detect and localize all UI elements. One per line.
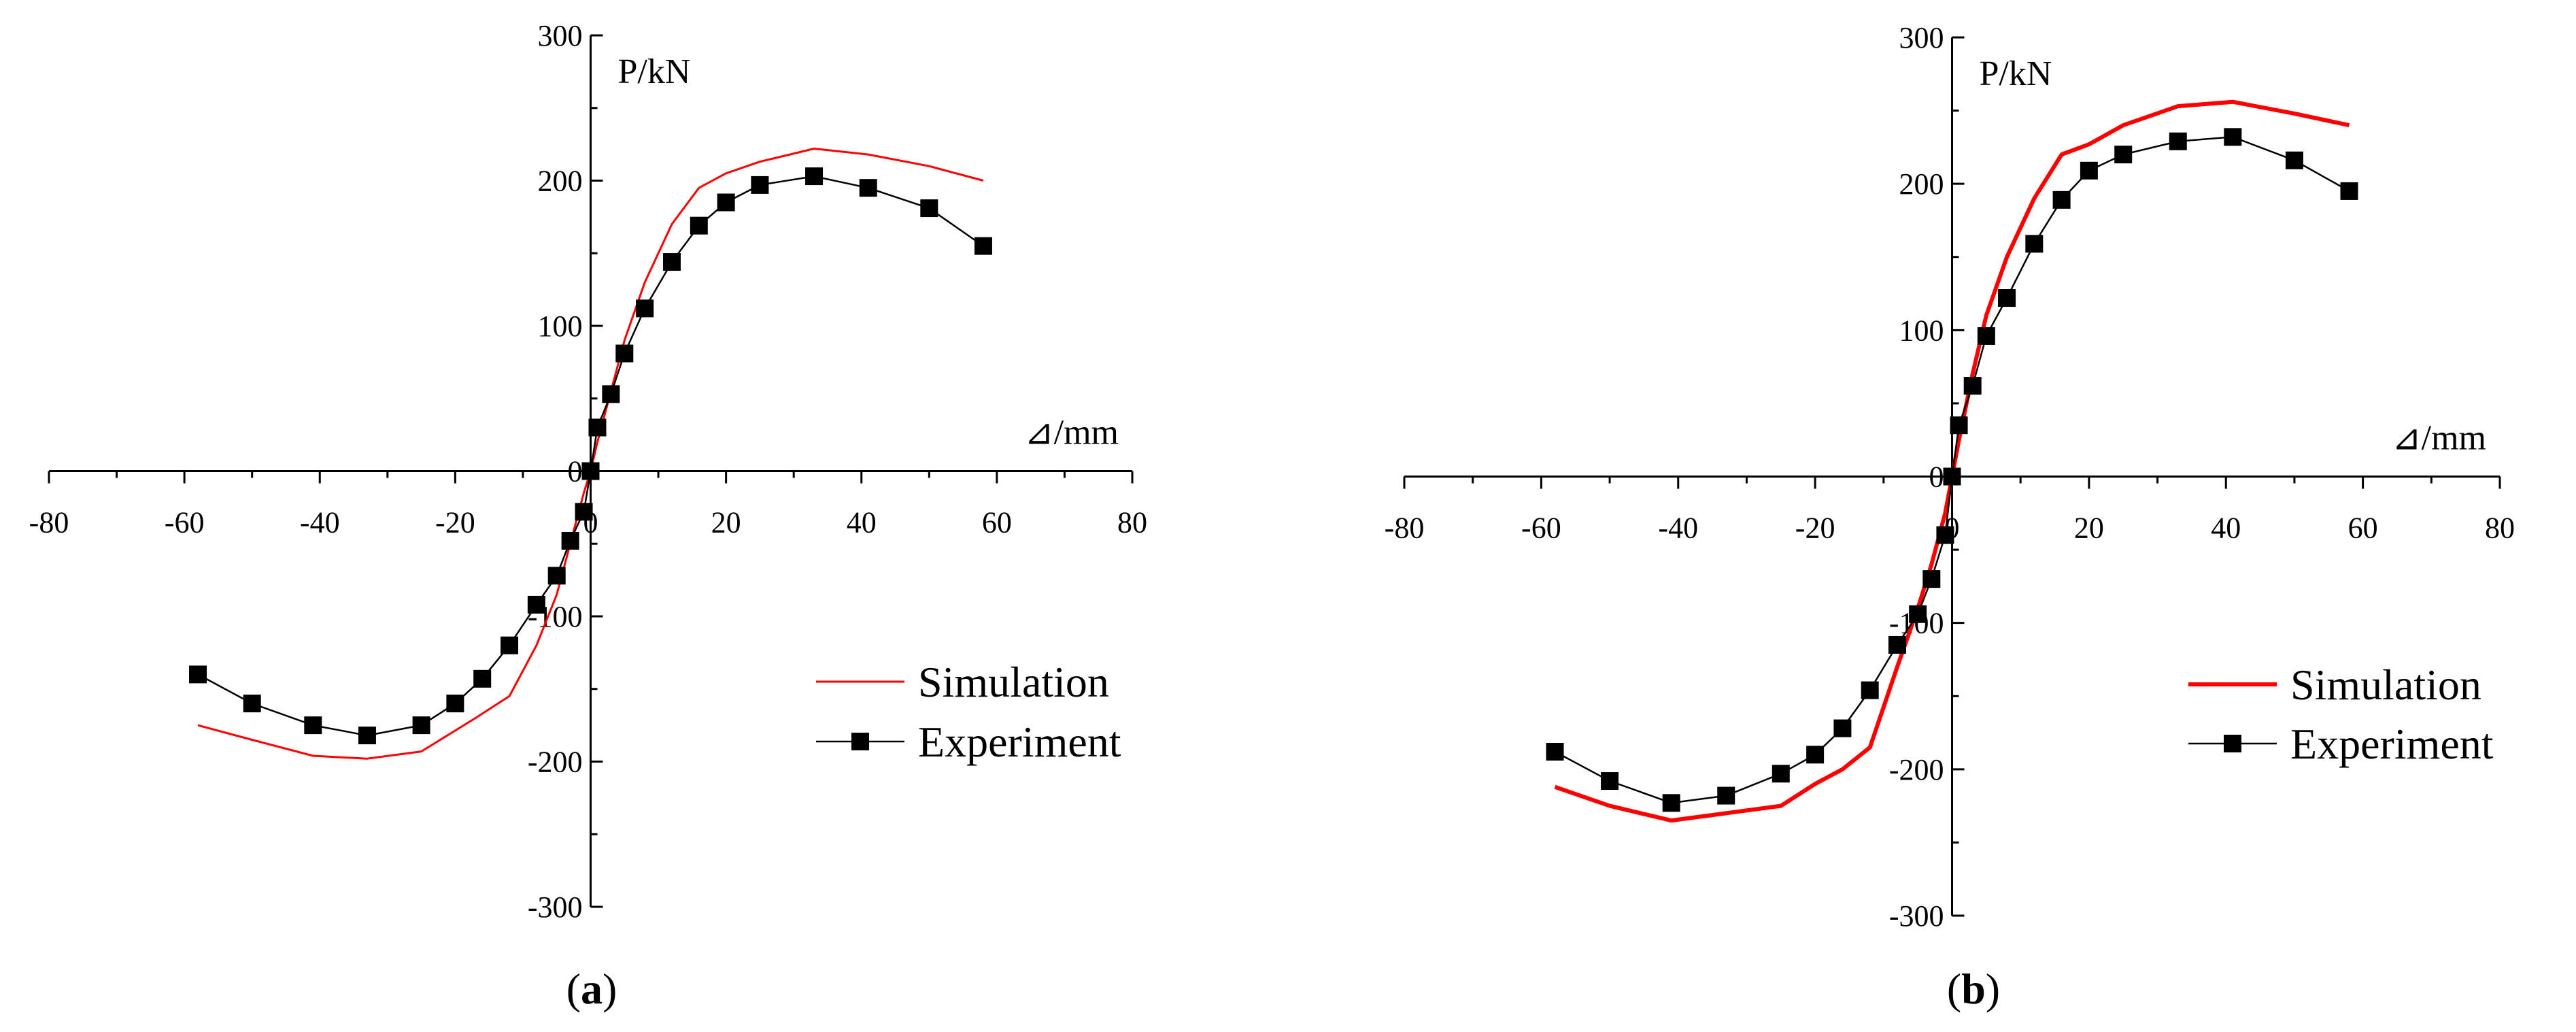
- chart-b-experiment-point: [1943, 467, 1961, 486]
- chart-a-y-tick-label: 100: [538, 310, 583, 343]
- chart-b-experiment-point: [1909, 605, 1927, 623]
- chart-b-legend-experiment-label: Experiment: [2290, 720, 2494, 768]
- chart-a-x-tick-label: 80: [1117, 506, 1147, 539]
- chart-b-y-tick-label: -300: [1889, 899, 1944, 933]
- chart-b-experiment-point: [1601, 772, 1619, 790]
- chart-b-y-tick-label: 200: [1899, 167, 1944, 201]
- chart-b-experiment-point: [1888, 635, 1906, 654]
- chart-b-y-tick-label: 100: [1899, 314, 1944, 347]
- chart-b-experiment-point: [2224, 128, 2242, 146]
- chart-a-legend-experiment-label: Experiment: [918, 718, 1121, 766]
- chart-a-experiment-point: [575, 503, 593, 521]
- chart-a-experiment-point: [859, 179, 877, 197]
- chart-a-x-tick-label: 20: [711, 506, 741, 539]
- chart-a-experiment-point: [446, 695, 464, 713]
- chart-a-x-tick-label: -80: [29, 506, 69, 539]
- chart-b-experiment-point: [1772, 765, 1790, 783]
- chart-a-experiment-point: [412, 716, 430, 735]
- chart-a-experiment-point: [751, 176, 769, 194]
- chart-b-legend-simulation-label: Simulation: [2290, 661, 2481, 709]
- chart-b-experiment-point: [1662, 794, 1680, 812]
- chart-a-y-axis-title: P/kN: [618, 52, 691, 91]
- chart-a: -80 -60 -40 -20 0 20 40 60 80-300-200-1000100200…: [29, 19, 1147, 1013]
- chart-a-simulation-line: [197, 148, 984, 760]
- chart-a-experiment-point: [501, 636, 519, 654]
- chart-b-legend: Simulation Experiment: [2188, 661, 2494, 768]
- chart-a-experiment-point: [581, 462, 600, 480]
- chart-b-experiment-point: [2114, 146, 2133, 164]
- chart-a-experiment-point: [805, 167, 824, 186]
- chart-a-y-tick-label: 300: [538, 19, 583, 52]
- chart-a-y-tick-label: -200: [528, 746, 583, 779]
- chart-b-x-tick-label: 20: [2074, 512, 2104, 545]
- chart-a-experiment-point: [243, 695, 261, 713]
- chart-b-experiment-point: [1977, 327, 1995, 345]
- chart-a-y-tick-label: 0: [568, 455, 583, 488]
- chart-a-experiment-point: [304, 716, 322, 735]
- chart-b: -80-60-40-20020406080-300-200-1000100200…: [1385, 21, 2515, 1013]
- chart-b-experiment-point: [2052, 190, 2071, 209]
- chart-a-legend-experiment-marker: [851, 733, 869, 750]
- chart-a-experiment-point: [974, 237, 992, 255]
- chart-b-experiment-point: [1950, 416, 1968, 435]
- chart-b-x-tick-label: -20: [1795, 512, 1835, 545]
- chart-a-experiment-point: [561, 531, 579, 550]
- chart-b-experiment-point: [1546, 743, 1564, 761]
- chart-a-x-axis-title: ⊿/mm: [1024, 414, 1119, 452]
- chart-b-y-tick-label: 0: [1929, 461, 1944, 494]
- chart-b-experiment-point: [1963, 377, 1982, 395]
- chart-b-legend-experiment-marker: [2224, 735, 2241, 752]
- chart-b-x-tick-label: 40: [2211, 512, 2241, 545]
- chart-b-experiment-point: [2080, 161, 2098, 180]
- chart-a-x-tick-label: -20: [435, 506, 475, 539]
- chart-b-x-tick-label: 60: [2348, 512, 2378, 545]
- chart-a-legend-simulation-label: Simulation: [918, 658, 1109, 706]
- chart-a-legend: Simulation Experiment: [816, 658, 1121, 766]
- chart-a-experiment-point: [527, 595, 545, 614]
- chart-a-experiment-point: [920, 199, 938, 218]
- chart-b-experiment-point: [1936, 526, 1954, 544]
- chart-b-x-tick-label: 80: [2485, 512, 2515, 545]
- chart-a-experiment-point: [473, 669, 492, 688]
- chart-b-experiment-point: [1922, 570, 1941, 588]
- chart-b-experiment-point: [1998, 288, 2016, 307]
- chart-b-x-axis-title: ⊿/mm: [2392, 419, 2486, 458]
- chart-a-experiment-point: [636, 299, 654, 318]
- chart-b-x-tick-label: -60: [1521, 512, 1561, 545]
- chart-b-experiment-point: [1717, 786, 1735, 805]
- chart-a-experiment-point: [662, 253, 681, 271]
- chart-b-caption: (b): [1947, 965, 2000, 1013]
- chart-a-experiment-point: [547, 567, 566, 585]
- chart-b-experiment-point: [2169, 132, 2187, 150]
- chart-a-experiment-point: [189, 665, 207, 684]
- chart-b-experiment-point: [2340, 182, 2358, 200]
- chart-b-y-tick-label: -200: [1889, 753, 1944, 786]
- chart-b-x-tick-label: -80: [1385, 512, 1425, 545]
- chart-a-experiment-point: [615, 344, 634, 363]
- chart-a-experiment-point: [588, 418, 607, 437]
- chart-b-experiment-point: [1806, 746, 1825, 764]
- chart-b-experiment-point: [1833, 719, 1852, 737]
- chart-a-y-tick-label: -300: [528, 890, 583, 924]
- chart-a-x-tick-label: -40: [300, 506, 340, 539]
- chart-a-y-tick-label: 200: [538, 165, 583, 198]
- chart-b-experiment-point: [2285, 151, 2303, 169]
- chart-a-x-tick-label: 40: [847, 506, 877, 539]
- chart-b-experiment-point: [1861, 681, 1879, 699]
- chart-b-y-tick-label: 300: [1899, 21, 1944, 54]
- chart-a-experiment-point: [690, 216, 708, 235]
- chart-a-x-tick-label: 60: [982, 506, 1012, 539]
- chart-a-caption: (a): [566, 965, 617, 1013]
- chart-a-experiment-point: [358, 727, 376, 745]
- chart-a-x-tick-label: -60: [165, 506, 205, 539]
- chart-b-experiment-point: [2025, 235, 2044, 253]
- chart-b-x-tick-label: -40: [1658, 512, 1698, 545]
- chart-a-experiment-point: [717, 193, 735, 212]
- chart-b-y-axis-title: P/kN: [1980, 54, 2052, 93]
- chart-a-experiment-point: [602, 385, 620, 403]
